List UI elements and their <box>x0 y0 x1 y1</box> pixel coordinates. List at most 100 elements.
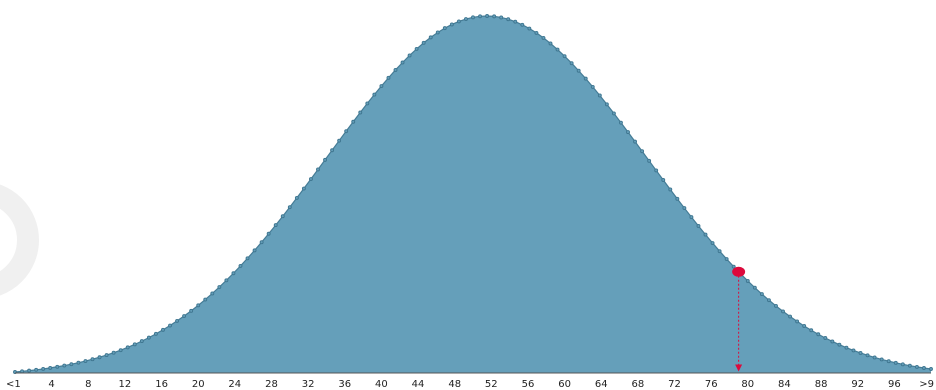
curve-point <box>485 14 490 18</box>
curve-point <box>788 314 793 319</box>
curve-point <box>478 14 482 19</box>
curve-point <box>372 92 377 97</box>
curve-point <box>802 324 807 328</box>
curve-point <box>893 360 898 365</box>
x-tick-label: 92 <box>851 379 864 390</box>
curve-point <box>34 367 39 372</box>
curve-point <box>590 84 595 89</box>
curve-point <box>527 26 532 31</box>
curve-point <box>189 308 194 313</box>
curve-point <box>146 335 151 340</box>
curve-point <box>633 139 638 144</box>
curve-point <box>914 364 919 369</box>
curve-point <box>393 68 398 72</box>
curve-point <box>929 367 933 371</box>
curve-point <box>365 101 370 106</box>
curve-point <box>682 206 687 211</box>
curve-point <box>781 309 785 314</box>
curve-point <box>48 365 53 370</box>
curve-point <box>118 348 123 353</box>
curve-point <box>583 76 588 81</box>
curve-points <box>13 14 933 374</box>
x-axis-ticks: <1 4 8 12 16 20 24 28 32 36 40 44 48 52 56 60 64 68 72 76 80… <box>6 379 934 390</box>
x-tick-label: 80 <box>741 379 754 390</box>
curve-point <box>41 366 46 371</box>
curve-point <box>168 323 172 328</box>
curve-point <box>217 285 222 289</box>
curve-point <box>252 248 257 253</box>
marker-dot[interactable] <box>732 266 746 277</box>
x-tick-label: 56 <box>522 379 535 390</box>
curve-point <box>238 263 243 268</box>
x-tick-label: 20 <box>192 379 205 390</box>
curve-point <box>689 215 694 220</box>
curve-point <box>604 102 609 107</box>
x-tick-label: 28 <box>265 379 278 390</box>
curve-point <box>548 41 553 46</box>
x-tick-label: 84 <box>778 379 791 390</box>
curve-point <box>464 17 468 21</box>
curve-point <box>745 279 750 283</box>
curve-point <box>344 129 349 134</box>
curve-point <box>541 35 546 40</box>
distribution-area <box>15 16 931 373</box>
x-tick-label: 48 <box>448 379 461 390</box>
curve-point <box>386 75 391 80</box>
curve-point <box>809 328 814 333</box>
curve-point <box>337 138 342 143</box>
curve-point <box>161 327 165 332</box>
curve-point <box>626 130 630 135</box>
curve-point <box>816 332 821 337</box>
curve-point <box>534 30 539 35</box>
curve-point <box>55 364 60 369</box>
curve-point <box>492 14 497 19</box>
curve-point <box>76 360 81 365</box>
curve-point <box>900 362 905 367</box>
curve-point <box>428 35 433 40</box>
curve-point <box>153 331 158 336</box>
curve-point <box>414 46 419 51</box>
curve-point <box>576 68 581 73</box>
curve-point <box>647 158 652 163</box>
x-tick-label: 68 <box>632 379 645 390</box>
x-tick-label: 16 <box>155 379 168 390</box>
curve-point <box>400 60 405 65</box>
curve-point <box>569 61 574 66</box>
curve-point <box>837 342 842 347</box>
curve-point <box>111 350 116 355</box>
curve-point <box>287 205 292 210</box>
x-tick-label: 8 <box>85 379 91 390</box>
curve-point <box>421 40 426 45</box>
curve-point <box>752 285 757 290</box>
curve-point <box>316 167 320 172</box>
watermark-logo <box>0 184 39 296</box>
plot-area <box>13 14 933 374</box>
curve-point <box>640 149 645 154</box>
curve-point <box>308 177 313 181</box>
x-tick-label: 72 <box>668 379 681 390</box>
curve-point <box>724 257 729 261</box>
curve-point <box>182 314 187 318</box>
curve-point <box>710 241 715 245</box>
curve-point <box>731 264 736 269</box>
curve-point <box>301 186 306 191</box>
curve-point <box>675 196 680 201</box>
curve-point <box>104 353 109 358</box>
curve-point <box>499 15 504 20</box>
curve-point <box>872 355 877 360</box>
curve-point <box>97 355 102 360</box>
curve-point <box>703 232 708 237</box>
curve-point <box>471 15 475 20</box>
curve-point <box>266 231 271 236</box>
curve-point <box>294 195 299 200</box>
curve-point <box>619 120 623 125</box>
curve-point <box>886 359 891 364</box>
x-tick-label: 44 <box>412 379 425 390</box>
curve-point <box>379 84 384 89</box>
value-marker[interactable] <box>732 266 746 372</box>
x-tick-label: 36 <box>338 379 351 390</box>
curve-point <box>830 339 835 344</box>
curve-point <box>407 53 412 58</box>
curve-point <box>351 119 356 124</box>
curve-point <box>907 363 912 368</box>
